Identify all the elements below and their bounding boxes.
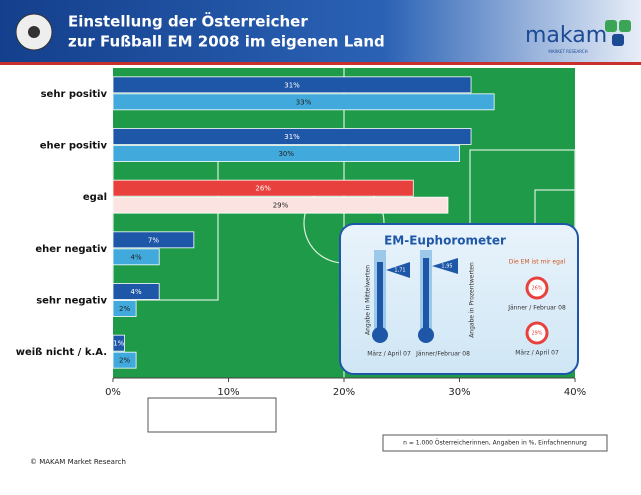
value-label: 33%: [296, 98, 312, 106]
value-label: 4%: [131, 288, 142, 296]
logo-mark: [619, 20, 631, 32]
x-tick-label: 20%: [333, 387, 355, 398]
legend: [148, 398, 276, 432]
football-patch: [28, 26, 40, 38]
footnote: n = 1.000 Österreicherinnen, Angaben in …: [403, 440, 587, 447]
value-label: 7%: [148, 236, 159, 244]
value-label: 1%: [113, 340, 124, 348]
ball-value: 26%: [531, 286, 542, 292]
category-label: sehr positiv: [41, 89, 108, 100]
value-label: 2%: [119, 305, 130, 313]
logo-mark: [612, 34, 624, 46]
egal-title: Die EM ist mir egal: [509, 259, 566, 266]
thermo-label: März / April 07: [367, 351, 411, 358]
value-label: 4%: [131, 253, 142, 261]
value-label: 2%: [119, 357, 130, 365]
title-line: zur Fußball EM 2008 im eigenen Land: [68, 33, 385, 51]
thermo-value: 1,95: [441, 264, 452, 270]
thermo-value: 1,71: [394, 268, 405, 274]
inset-axis: Angabe in Prozentwerten: [469, 262, 476, 338]
category-label: weiß nicht / k.A.: [16, 347, 107, 358]
thermo-fill: [377, 262, 383, 332]
title-line: Einstellung der Österreicher: [68, 12, 308, 31]
value-label: 31%: [284, 81, 300, 89]
x-tick-label: 40%: [564, 387, 586, 398]
inset-title: EM-Euphorometer: [384, 234, 506, 248]
logo: makam: [525, 23, 607, 48]
thermo-bulb: [418, 327, 434, 343]
slide: Einstellung der Österreicher zur Fußball…: [0, 0, 641, 495]
ball-label: März / April 07: [515, 350, 559, 357]
ball-value: 29%: [531, 331, 542, 337]
category-label: eher negativ: [35, 244, 107, 255]
x-tick-label: 0%: [105, 387, 121, 398]
category-label: sehr negativ: [36, 296, 107, 307]
page: {"header": {"title_lines": ["Einstellung…: [0, 0, 641, 495]
value-label: 30%: [278, 150, 294, 158]
logo-mark: [605, 20, 617, 32]
header-rule: [0, 62, 641, 65]
value-label: 31%: [284, 133, 300, 141]
x-tick-label: 30%: [448, 387, 470, 398]
category-label: eher positiv: [40, 141, 108, 152]
thermo-label: Jänner/Februar 08: [415, 351, 470, 358]
thermo-fill: [423, 258, 429, 332]
logo-sub: MARKET RESEARCH: [548, 49, 587, 54]
thermo-bulb: [372, 327, 388, 343]
x-tick-label: 10%: [217, 387, 239, 398]
category-label: egal: [83, 192, 107, 203]
ball-label: Jänner / Februar 08: [507, 305, 566, 312]
inset-axis: Angabe in Mittelwerten: [365, 265, 372, 335]
value-label: 26%: [255, 185, 271, 193]
value-label: 29%: [273, 202, 289, 210]
copyright: © MAKAM Market Research: [30, 458, 126, 466]
